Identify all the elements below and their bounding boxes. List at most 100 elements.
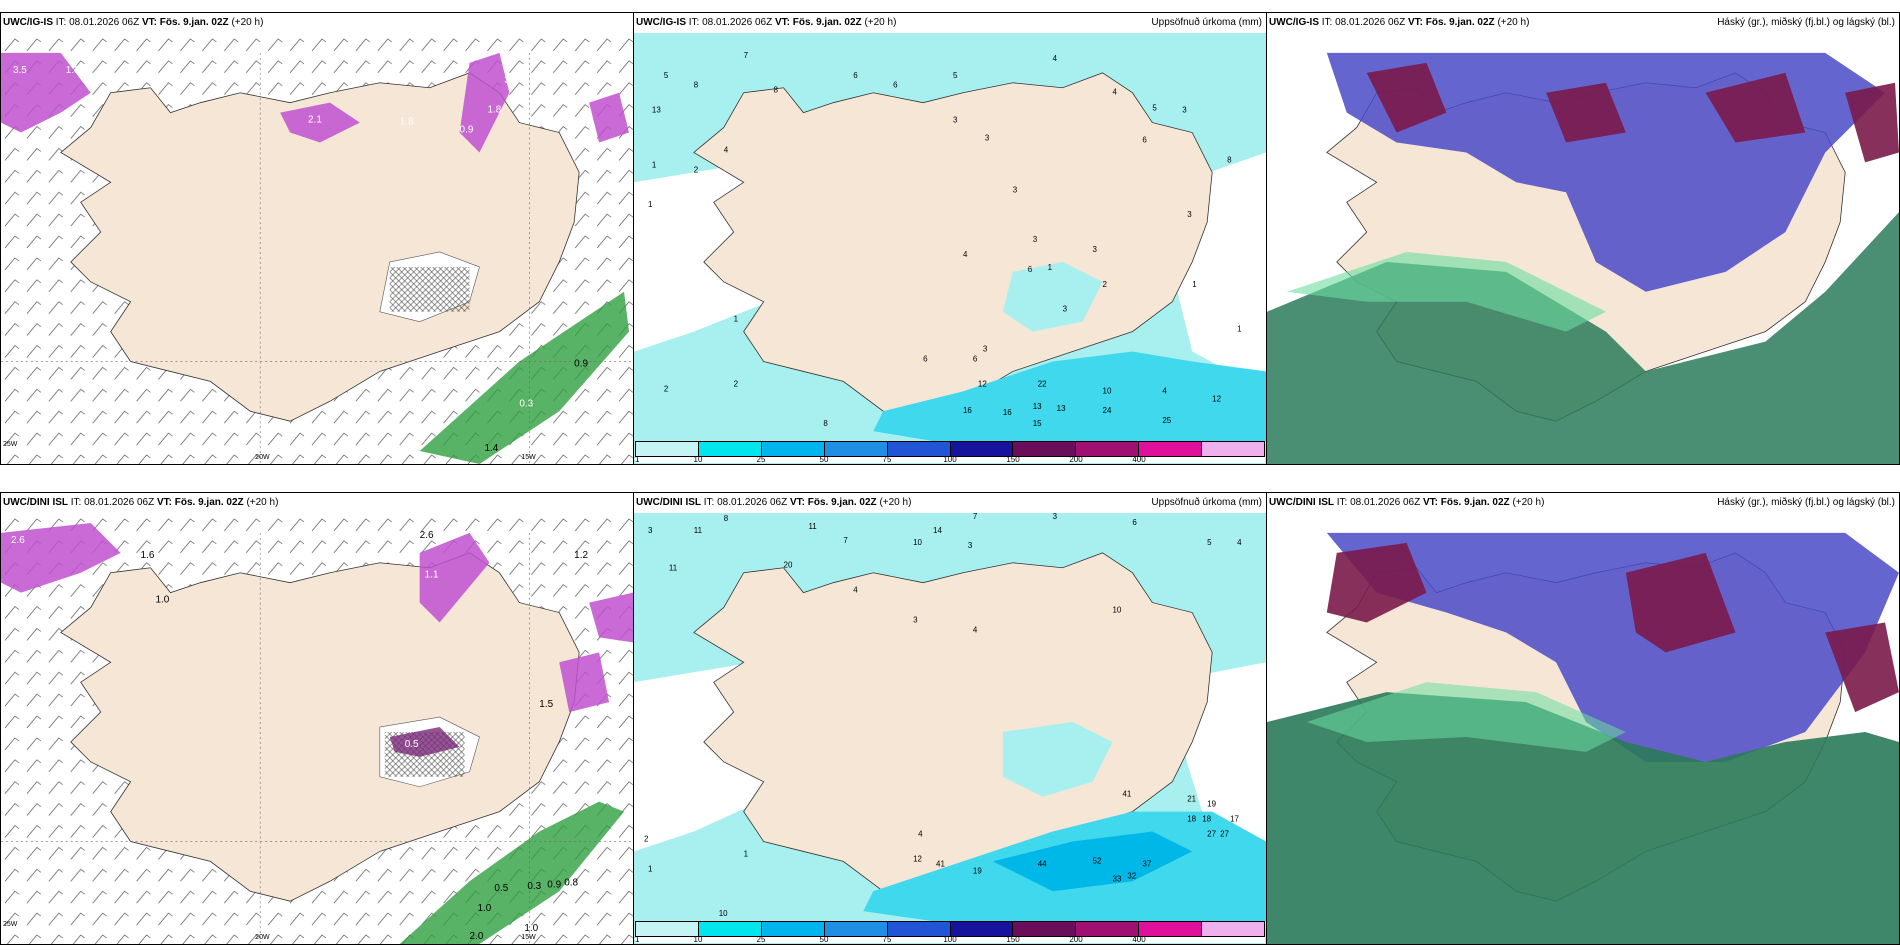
- precip-number: 2: [1103, 280, 1108, 289]
- panel-header: UWC/DINI ISL IT: 08.01.2026 06Z VT: Fös.…: [1, 493, 633, 513]
- precip-number: 10: [913, 538, 922, 547]
- colorbar-tick: 200: [1069, 935, 1083, 944]
- colorbar-swatch: [1139, 922, 1203, 936]
- precip-field-interior: [1002, 261, 1103, 332]
- precip-number: 3: [1187, 210, 1192, 219]
- precip-number: 19: [1207, 800, 1216, 809]
- precip-number: 37: [1142, 859, 1151, 868]
- precip-number: 10: [1103, 386, 1112, 395]
- map-area: 3.5 1.3 0.7 2.1 1.8 0.9 3.0 1.8 0.3 0.9 …: [1, 33, 633, 464]
- model-name: UWC/IG-IS: [3, 17, 53, 28]
- vt-label: VT:: [1407, 17, 1423, 28]
- field-label: 1.8: [487, 105, 501, 116]
- colorbar-tick: 400: [1132, 935, 1146, 944]
- colorbar-swatch: [761, 922, 825, 936]
- field-title: Uppsöfnuð úrkoma (mm): [1151, 17, 1262, 28]
- precip-number: 3: [953, 116, 958, 125]
- precip-field-heavy: [873, 351, 1266, 442]
- colorbar-swatch: [887, 922, 951, 936]
- purple-field: [1, 52, 630, 153]
- precip-number: 25: [1162, 416, 1171, 425]
- precip-number: 1: [1237, 325, 1242, 334]
- precip-number: 1: [652, 160, 657, 169]
- colorbar-tick: 50: [819, 455, 829, 464]
- precip-number: 6: [1142, 135, 1147, 144]
- map-area: 3 11 8 11 7 10 14 7 3 6 5 4 11 20 3 4 3 …: [634, 513, 1266, 944]
- precip-number: 41: [1122, 790, 1131, 799]
- colorbar-tick: 200: [1069, 455, 1083, 464]
- high-cloud-field: [1326, 542, 1899, 713]
- colorbar-swatch: [1139, 442, 1203, 456]
- map-area: 2.6 1.2 1.6 1.0 2.6 1.1 0.5 1.5 0.3 0.9 …: [1, 513, 633, 944]
- precip-number: 41: [936, 859, 945, 868]
- precip-number: 8: [774, 86, 779, 95]
- field-label: 0.9: [547, 879, 561, 890]
- field-label: 1.4: [484, 443, 498, 454]
- precip-number: 3: [648, 526, 653, 535]
- vt-label: VT:: [141, 17, 157, 28]
- panel-header: UWC/IG-IS IT: 08.01.2026 06Z VT: Fös. 9.…: [1267, 13, 1899, 33]
- vt-value: Fös. 9.jan. 02Z: [174, 497, 244, 508]
- colorbar-swatch: [1013, 442, 1077, 456]
- precip-number: 2: [664, 384, 669, 393]
- panel-wind-bottom: UWC/DINI ISL IT: 08.01.2026 06Z VT: Fös.…: [0, 492, 634, 945]
- precip-number: 12: [978, 379, 987, 388]
- field-label: 1.8: [400, 117, 414, 128]
- colorbar-tick: 100: [943, 935, 957, 944]
- precip-number: 4: [724, 145, 729, 154]
- precip-number: 4: [973, 625, 978, 634]
- field-label: 1.6: [141, 550, 155, 561]
- precip-number: 4: [1112, 88, 1117, 97]
- purple-field: [1, 522, 633, 713]
- precip-number: 20: [784, 561, 793, 570]
- colorbar-tick: 10: [693, 935, 703, 944]
- lon-label-25w: 25W: [3, 441, 18, 448]
- cloud-map: [1267, 513, 1899, 944]
- precip-number: 8: [694, 81, 699, 90]
- panel-clouds-bottom: UWC/DINI ISL IT: 08.01.2026 06Z VT: Fös.…: [1266, 492, 1900, 945]
- precip-number: 27: [1207, 830, 1216, 839]
- precip-number: 18: [1187, 815, 1196, 824]
- panel-clouds-top: UWC/IG-IS IT: 08.01.2026 06Z VT: Fös. 9.…: [1266, 12, 1900, 465]
- precip-number: 4: [853, 586, 858, 595]
- wind-map: 2.6 1.2 1.6 1.0 2.6 1.1 0.5 1.5 0.3 0.9 …: [1, 513, 633, 944]
- precip-number: 4: [1237, 538, 1242, 547]
- model-name: UWC/DINI ISL: [1269, 497, 1334, 508]
- lon-label-15w: 15W: [521, 454, 536, 461]
- precip-number: 6: [973, 354, 978, 363]
- hatched-region: [389, 266, 470, 312]
- vt-label: VT:: [156, 497, 172, 508]
- precip-number: 13: [652, 106, 661, 115]
- it-label: IT:: [1321, 17, 1333, 28]
- lead-time: (+20 h): [1512, 497, 1545, 508]
- lon-label-15w: 15W: [521, 934, 536, 941]
- colorbar-swatch: [824, 442, 888, 456]
- vt-label: VT:: [789, 497, 805, 508]
- field-label: 0.9: [460, 125, 474, 136]
- colorbar-swatch: [824, 922, 888, 936]
- colorbar-swatches: [635, 441, 1265, 457]
- field-label: 0.3: [527, 881, 541, 892]
- mid-cloud-field: [1326, 532, 1899, 762]
- lead-time: (+20 h): [879, 497, 912, 508]
- precip-number: 3: [968, 541, 973, 550]
- colorbar-swatches: [635, 921, 1265, 937]
- precip-number: 6: [1132, 518, 1137, 527]
- precip-number: 1: [1192, 280, 1197, 289]
- colorbar-swatch: [1202, 922, 1265, 936]
- colorbar-tick: 75: [882, 935, 892, 944]
- field-label: 2.6: [420, 530, 434, 541]
- field-label: 3.0: [504, 75, 518, 86]
- field-title: Háský (gr.), miðský (fj.bl.) og lágský (…: [1717, 497, 1895, 508]
- vt-label: VT:: [1422, 497, 1438, 508]
- vt-value: Fös. 9.jan. 02Z: [1425, 17, 1495, 28]
- field-label: 0.7: [71, 53, 85, 64]
- colorbar-tick: 1: [635, 935, 640, 944]
- precip-number: 3: [1182, 106, 1187, 115]
- precip-number: 13: [1033, 402, 1042, 411]
- green-field: [419, 291, 630, 464]
- colorbar-swatch: [636, 442, 699, 456]
- precip-number: 16: [963, 406, 972, 415]
- it-value: 08.01.2026 06Z: [1350, 497, 1421, 508]
- lon-label-20w: 20W: [255, 934, 270, 941]
